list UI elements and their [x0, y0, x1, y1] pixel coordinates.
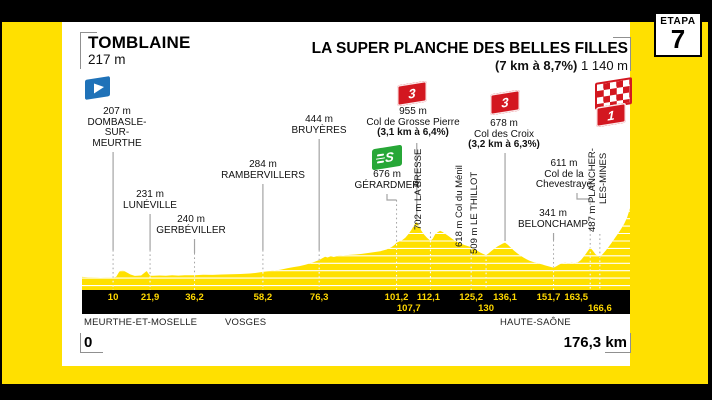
- km-axis-bar: 10 21,9 36,2 58,2 76,3 101,2 107,7 112,1 125,2 13…: [82, 290, 630, 314]
- start-elevation: 217 m: [88, 52, 126, 67]
- bracket-total-distance: [605, 333, 631, 353]
- route-start-km: 0: [84, 334, 93, 351]
- top-black-band: [0, 0, 712, 22]
- axis-tick-label: 125,2: [459, 292, 484, 303]
- waypoint-chevestraye: 611 m Col de la Chevestraye: [535, 158, 593, 190]
- waypoint-la-bresse: 702 m LA BRESSE: [413, 148, 424, 230]
- waypoint-rambervillers: 284 m RAMBERVILLERS: [221, 159, 305, 181]
- axis-tick-label: 107,7: [396, 302, 421, 314]
- waypoint-elbow: [386, 194, 397, 201]
- start-flag-icon: [85, 76, 110, 100]
- bracket-start-title: [80, 32, 97, 69]
- route-total-distance: 176,3 km: [563, 334, 627, 351]
- etapa-number: 7: [670, 24, 686, 54]
- finish-title: LA SUPER PLANCHE DES BELLES FILLES: [311, 40, 628, 57]
- axis-tick-label: 166,6: [587, 302, 612, 314]
- axis-tick-label: 58,2: [253, 292, 273, 303]
- bracket-start-km: [80, 333, 103, 353]
- waypoint-bruyeres: 444 m BRUYÈRES: [291, 114, 347, 136]
- axis-tick-label: 21,9: [140, 292, 160, 303]
- bracket-finish-title: [613, 37, 631, 71]
- waypoint-plancher-line2: LES-MINES: [598, 152, 609, 204]
- waypoint-gerardmer: 676 m GÉRARDMER: [354, 169, 420, 191]
- axis-tick-label: 10: [107, 292, 119, 303]
- waypoint-col-grosse-pierre: 955 m Col de Grosse Pierre (3,1 km à 6,4%): [366, 106, 460, 138]
- axis-tick-label: 112,1: [416, 292, 441, 303]
- bottom-black-band: [0, 384, 712, 400]
- waypoint-le-thillot: 509 m LE THILLOT: [469, 171, 480, 254]
- etapa-badge: ETAPA 7: [654, 12, 702, 57]
- waypoint-col-du-menil: 618 m Col du Ménil: [454, 165, 465, 247]
- region-label: HAUTE-SAÔNE: [500, 317, 571, 328]
- flag-triangle: [93, 82, 104, 94]
- waypoint-belonchamp: 341 m BELONCHAMP: [517, 208, 589, 230]
- waypoint-plancher-line1: 487 m PLANCHER-: [587, 148, 598, 232]
- etapa-label: ETAPA: [660, 16, 696, 27]
- waypoint-gerbeviller: 240 m GERBÉVILLER: [156, 214, 226, 236]
- etapa-badge-connector: [677, 0, 680, 13]
- axis-tick-label: 163,5: [564, 292, 589, 303]
- finish-subtitle: (7 km à 8,7%) 1 140 m: [298, 58, 628, 73]
- finish-elevation: 1 140 m: [581, 58, 628, 73]
- waypoint-col-des-croix: 678 m Col des Croix (3,2 km à 6,3%): [468, 118, 540, 150]
- axis-tick-label: 76,3: [309, 292, 329, 303]
- axis-tick-label: 36,2: [185, 292, 204, 303]
- finish-gradient: (7 km à 8,7%): [495, 58, 578, 73]
- region-label: VOSGES: [225, 317, 267, 328]
- waypoint-luneville: 231 m LUNÉVILLE: [123, 189, 177, 211]
- axis-tick-label: 151,7: [536, 292, 561, 303]
- waypoint-elbow: [576, 193, 591, 200]
- axis-tick-label: 130: [478, 302, 495, 314]
- region-label: MEURTHE-ET-MOSELLE: [84, 317, 198, 328]
- start-town-title: TOMBLAINE: [88, 33, 191, 52]
- waypoint-dombasle: 207 m DOMBASLE- SUR- MEURTHE: [87, 106, 147, 149]
- axis-tick-label: 101,2: [384, 292, 409, 303]
- axis-tick-label: 136,1: [493, 292, 517, 303]
